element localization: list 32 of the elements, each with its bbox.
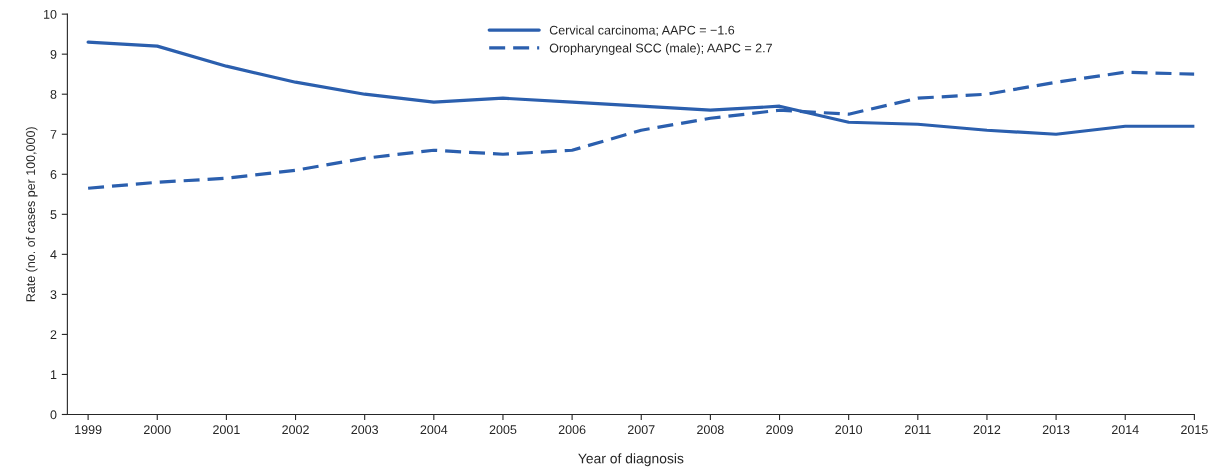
- y-axis-title: Rate (no. of cases per 100,000): [25, 127, 38, 302]
- y-tick-label: 8: [50, 90, 57, 99]
- x-tick-label: 2002: [282, 425, 309, 435]
- x-tick-label: 2000: [143, 425, 171, 435]
- y-tick-label: 3: [50, 290, 57, 300]
- x-tick-label: 1999: [75, 425, 102, 435]
- x-tick-label: 2003: [351, 425, 379, 435]
- x-tick-label: 2015: [1181, 425, 1208, 435]
- x-tick-label: 2005: [489, 425, 517, 435]
- x-tick-label: 2010: [835, 425, 863, 435]
- legend-label: Cervical carcinoma; AAPC = −1.6: [549, 25, 735, 37]
- y-tick-label: 2: [50, 330, 57, 339]
- y-tick-label: 7: [50, 130, 57, 139]
- y-tick-label: 0: [50, 410, 57, 420]
- y-tick-label: 6: [50, 170, 57, 179]
- x-tick-label: 2006: [558, 425, 586, 435]
- x-tick-label: 2004: [420, 425, 448, 435]
- x-tick-label: 2014: [1111, 425, 1139, 435]
- x-tick-label: 2009: [766, 425, 793, 435]
- y-tick-label: 5: [50, 210, 57, 219]
- x-tick-label: 2011: [905, 425, 931, 435]
- y-tick-label: 9: [50, 49, 57, 59]
- x-axis-title: Year of diagnosis: [578, 453, 684, 467]
- y-tick-label: 4: [50, 250, 57, 259]
- x-tick-label: 2013: [1042, 425, 1070, 435]
- x-tick-label: 2008: [697, 425, 724, 435]
- x-tick-label: 2007: [627, 425, 655, 435]
- legend-label: Oropharyngeal SCC (male); AAPC = 2.7: [549, 43, 772, 55]
- y-tick-label: 10: [44, 9, 57, 19]
- x-tick-label: 2001: [213, 425, 240, 435]
- y-tick-label: 1: [50, 370, 57, 379]
- x-tick-label: 2012: [973, 425, 1001, 435]
